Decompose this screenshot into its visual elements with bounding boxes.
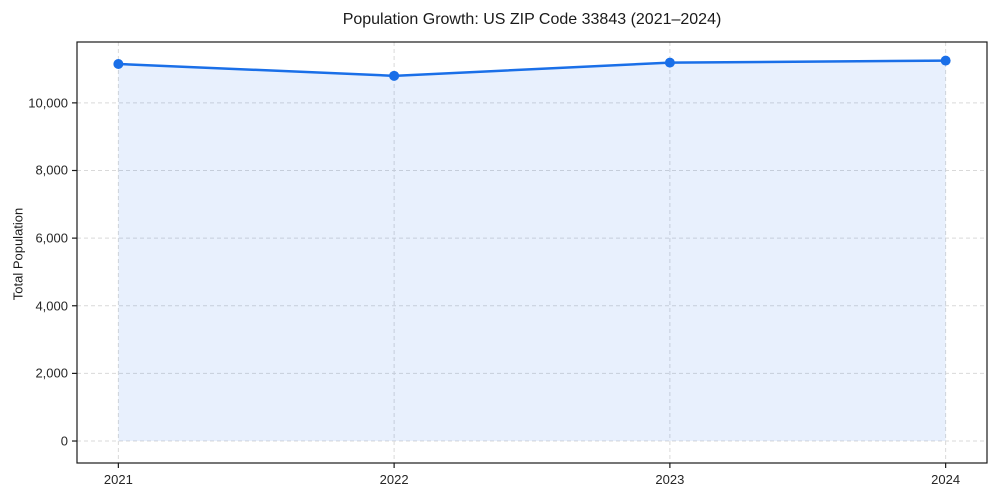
data-point-marker [940,55,951,66]
x-tick-label: 2024 [931,472,961,487]
y-tick-label: 2,000 [35,365,68,381]
y-tick-label: 0 [60,433,68,449]
x-tick-label: 2022 [379,472,409,487]
y-tick-label: 10,000 [28,95,68,111]
data-point-marker [664,57,675,68]
chart-title: Population Growth: US ZIP Code 33843 (20… [342,11,722,28]
plot-border [76,41,988,464]
y-tick-label: 6,000 [35,230,68,246]
population-line [117,59,947,78]
data-point-marker [389,70,400,81]
y-tick-label: 4,000 [35,298,68,314]
x-tick-label: 2021 [103,472,133,487]
x-tick-label: 2023 [655,472,685,487]
y-tick-label: 8,000 [35,162,68,178]
population-area-fill [118,60,946,442]
data-point-marker [113,58,124,69]
